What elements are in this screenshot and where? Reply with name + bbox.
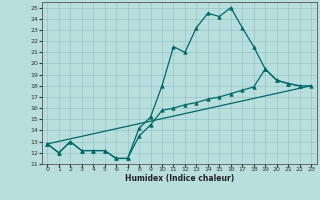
X-axis label: Humidex (Indice chaleur): Humidex (Indice chaleur) [124, 174, 234, 183]
